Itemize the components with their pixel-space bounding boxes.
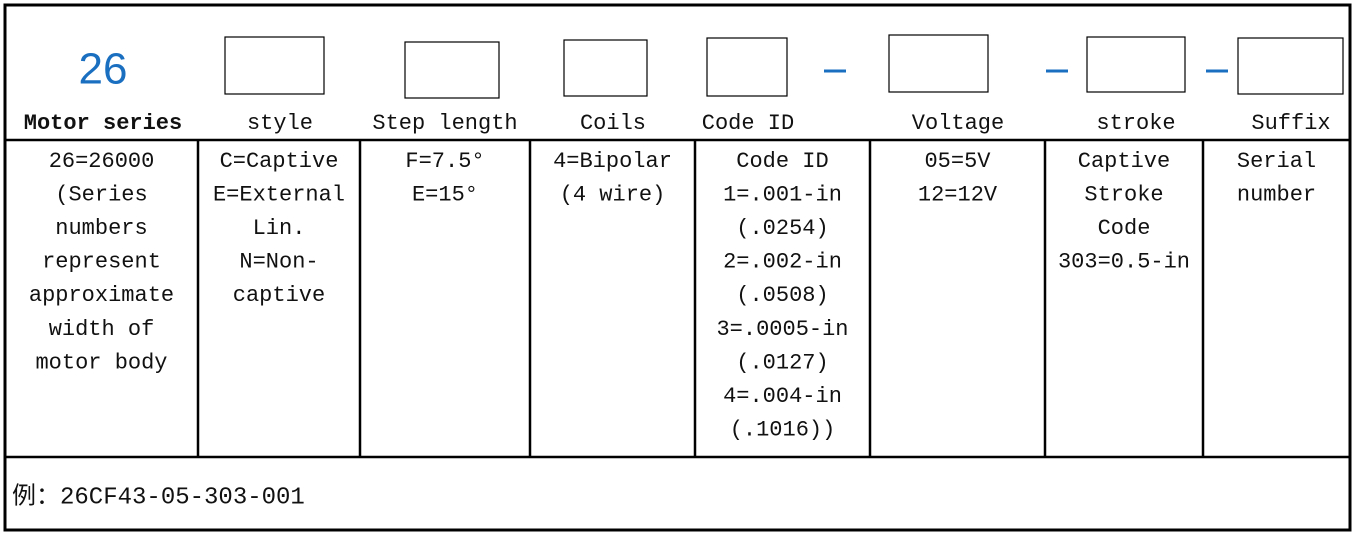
cell-line: C=Captive <box>220 149 339 174</box>
column-label: Step length <box>372 111 517 136</box>
cell-line: (Series <box>55 182 147 207</box>
cell-line: 303=0.5-in <box>1058 250 1190 275</box>
code-box <box>706 37 788 97</box>
cell-line: 12=12V <box>918 182 998 207</box>
table-border <box>3 3 1352 532</box>
column-label: Voltage <box>912 111 1004 136</box>
cell-line: Serial <box>1237 149 1316 174</box>
cell-line: E=15° <box>412 182 478 207</box>
column-label: Suffix <box>1251 111 1330 136</box>
example: 例：26CF43-05-303-001 <box>12 482 305 511</box>
code-box <box>404 41 500 99</box>
header-boxes <box>224 34 1344 99</box>
cell-line: (.0127) <box>736 350 828 375</box>
column-label: Motor series <box>24 111 182 136</box>
cell-line: (4 wire) <box>560 182 666 207</box>
cell-line: N=Non- <box>239 250 318 275</box>
cell-line: represent <box>42 250 161 275</box>
cell-line: Lin. <box>253 216 306 241</box>
column-label: Coils <box>580 111 646 136</box>
cell-line: (.0254) <box>736 216 828 241</box>
series-number: 26 <box>79 45 128 94</box>
cell-line: (.1016)) <box>730 418 836 443</box>
cell-line: number <box>1237 182 1316 207</box>
cell-line: Code <box>1098 216 1151 241</box>
cell-line: motor body <box>35 350 167 375</box>
cell-line: Code ID <box>736 149 828 174</box>
cell-line: Stroke <box>1084 182 1163 207</box>
cell-line: 3=.0005-in <box>716 317 848 342</box>
cell-line: (.0508) <box>736 283 828 308</box>
cell-line: Captive <box>1078 149 1170 174</box>
column-label: Code ID <box>702 111 794 136</box>
cell-line: 1=.001-in <box>723 182 842 207</box>
code-box <box>1086 36 1186 93</box>
code-box <box>224 36 325 95</box>
cell-line: 05=5V <box>924 149 991 174</box>
cell-line: 26=26000 <box>49 149 155 174</box>
code-box <box>563 39 648 97</box>
cell-line: 2=.002-in <box>723 250 842 275</box>
cell-line: width of <box>49 317 155 342</box>
cell-line: 4=.004-in <box>723 384 842 409</box>
cell-line: captive <box>233 283 325 308</box>
cell-line: E=External <box>213 182 345 207</box>
cell-line: F=7.5° <box>405 149 484 174</box>
code-box <box>1237 37 1344 95</box>
column-label: style <box>247 111 313 136</box>
code-box <box>888 34 989 93</box>
column-label: stroke <box>1096 111 1175 136</box>
cell-line: numbers <box>55 216 147 241</box>
cell-line: approximate <box>29 283 174 308</box>
cell-line: 4=Bipolar <box>553 149 672 174</box>
